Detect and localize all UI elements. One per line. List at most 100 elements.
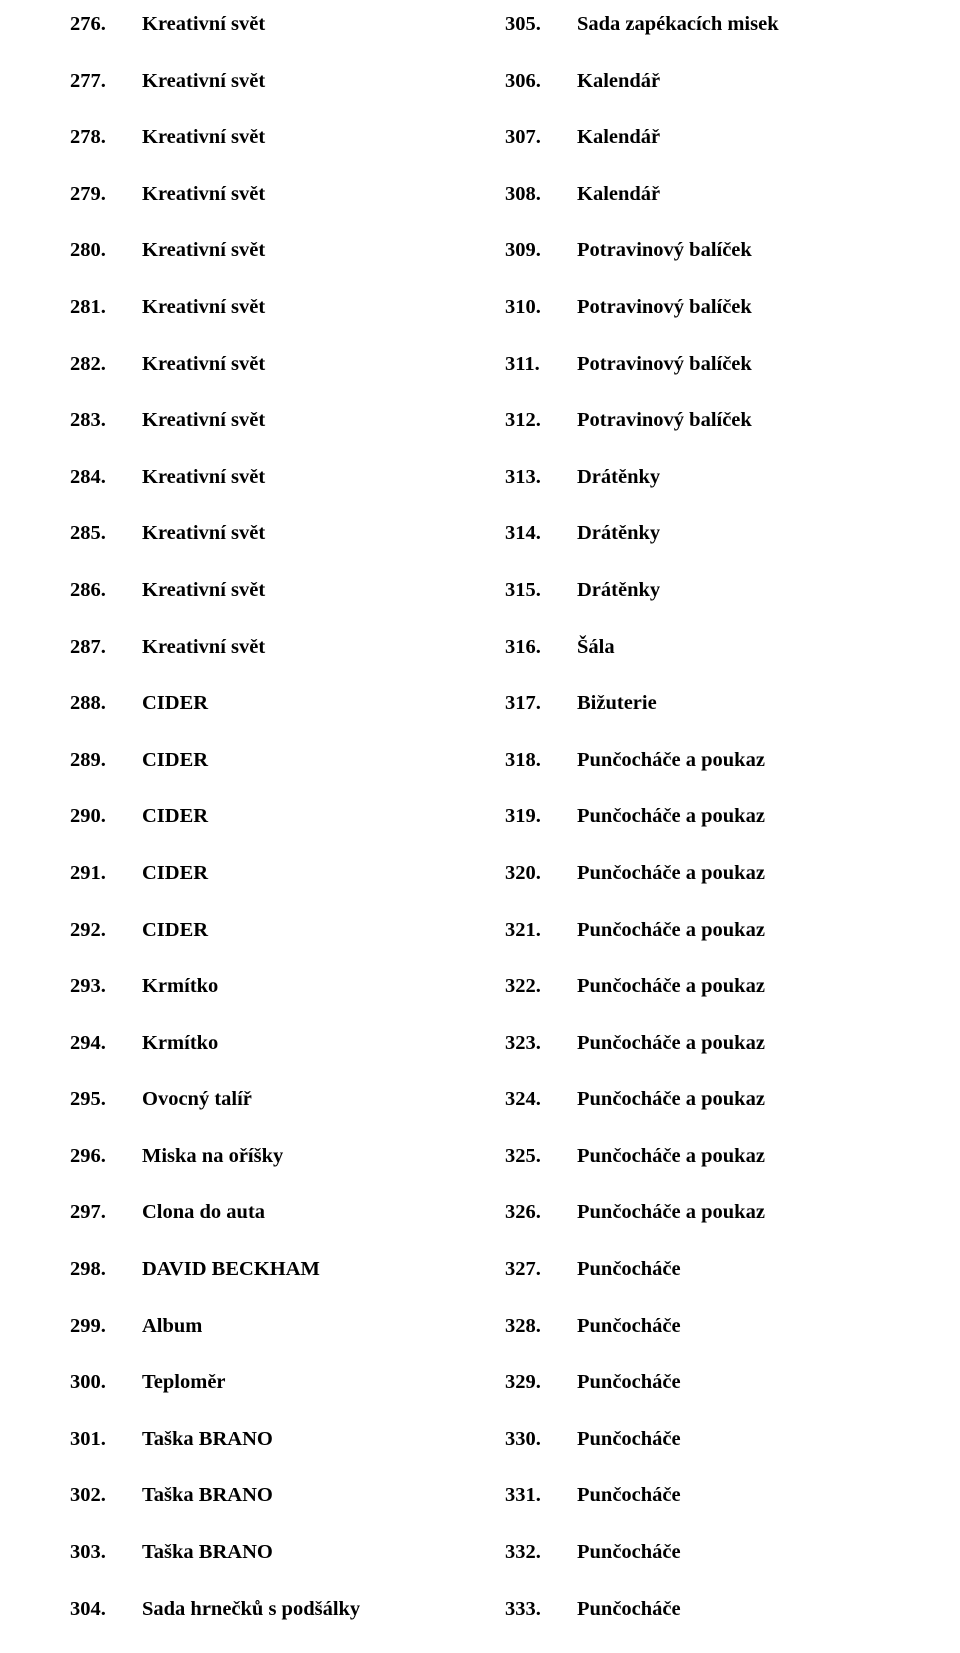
item-number: 277.: [70, 69, 142, 94]
item-number: 329.: [505, 1370, 577, 1395]
item-text: Ovocný talíř: [142, 1087, 455, 1112]
item-text: Potravinový balíček: [577, 352, 890, 377]
item-number: 324.: [505, 1087, 577, 1112]
item-text: CIDER: [142, 748, 455, 773]
item-text: Drátěnky: [577, 578, 890, 603]
item-text: Clona do auta: [142, 1200, 455, 1225]
item-text: Kalendář: [577, 125, 890, 150]
item-number: 280.: [70, 238, 142, 263]
list-item: 314.Drátěnky: [505, 521, 890, 546]
item-number: 293.: [70, 974, 142, 999]
item-text: Punčocháče: [577, 1483, 890, 1508]
item-text: Kreativní svět: [142, 465, 455, 490]
list-item: 320.Punčocháče a poukaz: [505, 861, 890, 886]
list-item: 298.DAVID BECKHAM: [70, 1257, 455, 1282]
list-item: 324.Punčocháče a poukaz: [505, 1087, 890, 1112]
item-number: 288.: [70, 691, 142, 716]
item-text: Punčocháče a poukaz: [577, 748, 890, 773]
list-item: 316.Šála: [505, 635, 890, 660]
list-item: 329.Punčocháče: [505, 1370, 890, 1395]
item-text: Sada hrnečků s podšálky: [142, 1597, 455, 1622]
item-number: 325.: [505, 1144, 577, 1169]
item-text: Kreativní svět: [142, 12, 455, 37]
item-text: Drátěnky: [577, 521, 890, 546]
item-text: Punčocháče a poukaz: [577, 1200, 890, 1225]
list-item: 281.Kreativní svět: [70, 295, 455, 320]
right-column: 305.Sada zapékacích misek306.Kalendář307…: [505, 12, 890, 1653]
item-text: Teploměr: [142, 1370, 455, 1395]
item-number: 278.: [70, 125, 142, 150]
item-text: Punčocháče: [577, 1427, 890, 1452]
item-text: Kreativní svět: [142, 635, 455, 660]
item-number: 276.: [70, 12, 142, 37]
list-item: 313.Drátěnky: [505, 465, 890, 490]
list-item: 300.Teploměr: [70, 1370, 455, 1395]
item-text: Kalendář: [577, 69, 890, 94]
item-text: Kalendář: [577, 182, 890, 207]
item-text: Potravinový balíček: [577, 408, 890, 433]
item-text: Bižuterie: [577, 691, 890, 716]
list-item: 285.Kreativní svět: [70, 521, 455, 546]
list-item: 277.Kreativní svět: [70, 69, 455, 94]
list-item: 306.Kalendář: [505, 69, 890, 94]
item-number: 327.: [505, 1257, 577, 1282]
list-item: 294.Krmítko: [70, 1031, 455, 1056]
list-item: 299.Album: [70, 1314, 455, 1339]
list-item: 318.Punčocháče a poukaz: [505, 748, 890, 773]
item-number: 313.: [505, 465, 577, 490]
list-item: 325.Punčocháče a poukaz: [505, 1144, 890, 1169]
list-item: 308.Kalendář: [505, 182, 890, 207]
item-text: Punčocháče: [577, 1257, 890, 1282]
list-item: 284.Kreativní svět: [70, 465, 455, 490]
item-text: DAVID BECKHAM: [142, 1257, 455, 1282]
item-number: 279.: [70, 182, 142, 207]
list-item: 293.Krmítko: [70, 974, 455, 999]
list-item: 289.CIDER: [70, 748, 455, 773]
item-number: 305.: [505, 12, 577, 37]
item-text: Potravinový balíček: [577, 295, 890, 320]
list-item: 297.Clona do auta: [70, 1200, 455, 1225]
item-text: CIDER: [142, 804, 455, 829]
list-item: 332.Punčocháče: [505, 1540, 890, 1565]
item-text: Potravinový balíček: [577, 238, 890, 263]
list-item: 322.Punčocháče a poukaz: [505, 974, 890, 999]
item-number: 314.: [505, 521, 577, 546]
item-text: Krmítko: [142, 1031, 455, 1056]
item-number: 331.: [505, 1483, 577, 1508]
item-number: 296.: [70, 1144, 142, 1169]
list-item: 317.Bižuterie: [505, 691, 890, 716]
item-text: Taška BRANO: [142, 1483, 455, 1508]
item-text: CIDER: [142, 691, 455, 716]
item-text: Punčocháče a poukaz: [577, 1087, 890, 1112]
item-number: 323.: [505, 1031, 577, 1056]
item-number: 284.: [70, 465, 142, 490]
item-number: 317.: [505, 691, 577, 716]
item-text: Taška BRANO: [142, 1540, 455, 1565]
list-item: 303.Taška BRANO: [70, 1540, 455, 1565]
item-number: 311.: [505, 352, 577, 377]
item-number: 332.: [505, 1540, 577, 1565]
item-number: 290.: [70, 804, 142, 829]
item-number: 312.: [505, 408, 577, 433]
item-text: Punčocháče a poukaz: [577, 974, 890, 999]
item-text: CIDER: [142, 918, 455, 943]
list-item: 330.Punčocháče: [505, 1427, 890, 1452]
list-item: 315.Drátěnky: [505, 578, 890, 603]
list-columns: 276.Kreativní svět277.Kreativní svět278.…: [70, 12, 890, 1653]
item-number: 286.: [70, 578, 142, 603]
item-number: 320.: [505, 861, 577, 886]
list-item: 295.Ovocný talíř: [70, 1087, 455, 1112]
list-item: 291.CIDER: [70, 861, 455, 886]
item-text: Kreativní svět: [142, 578, 455, 603]
list-item: 290.CIDER: [70, 804, 455, 829]
list-item: 288.CIDER: [70, 691, 455, 716]
item-text: Taška BRANO: [142, 1427, 455, 1452]
list-item: 327.Punčocháče: [505, 1257, 890, 1282]
list-item: 278.Kreativní svět: [70, 125, 455, 150]
item-number: 310.: [505, 295, 577, 320]
item-number: 322.: [505, 974, 577, 999]
item-text: Punčocháče: [577, 1597, 890, 1622]
item-text: Kreativní svět: [142, 521, 455, 546]
item-number: 304.: [70, 1597, 142, 1622]
list-item: 305.Sada zapékacích misek: [505, 12, 890, 37]
